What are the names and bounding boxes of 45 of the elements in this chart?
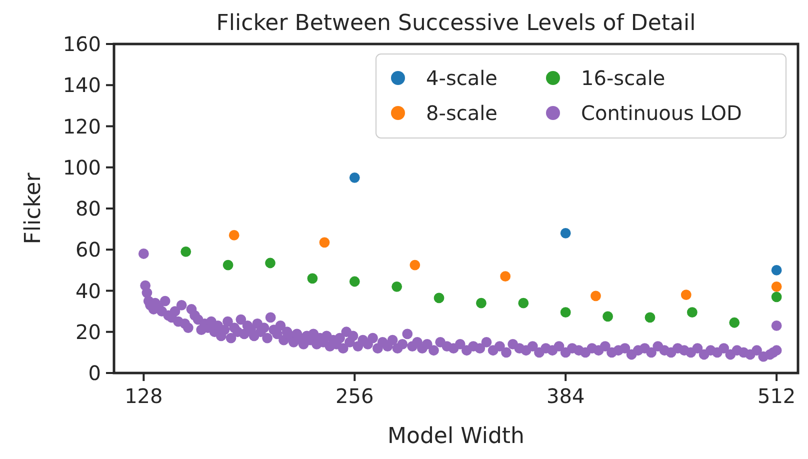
point: [349, 172, 360, 183]
point: [771, 281, 782, 292]
point: [560, 228, 571, 238]
point: [560, 307, 571, 318]
point: [265, 258, 276, 268]
point: [476, 298, 486, 308]
y-tick-label: 80: [76, 196, 101, 220]
x-tick-label: 256: [336, 384, 374, 408]
y-tick-label: 140: [62, 73, 101, 98]
y-tick-label: 20: [76, 320, 101, 344]
legend-label: 8-scale: [426, 101, 498, 125]
legend-label: 16-scale: [581, 66, 666, 90]
point: [500, 271, 511, 282]
y-tick-label: 120: [62, 114, 101, 138]
point: [680, 290, 692, 300]
point: [518, 298, 529, 308]
point: [729, 317, 740, 328]
point: [686, 307, 698, 318]
point: [180, 246, 192, 257]
x-tick-label: 384: [546, 384, 585, 408]
y-tick-label: 40: [76, 278, 101, 303]
x-tick-label: 128: [124, 384, 163, 408]
y-tick-label: 160: [62, 32, 101, 56]
point: [410, 260, 420, 270]
point: [319, 237, 330, 248]
point: [222, 260, 234, 270]
legend-label: Continuous LOD: [581, 101, 742, 125]
y-tick-label: 0: [88, 361, 101, 385]
y-tick-label: 60: [76, 238, 101, 262]
point: [771, 292, 782, 302]
point: [392, 281, 402, 292]
y-tick-label: 100: [62, 155, 101, 180]
point: [349, 276, 360, 287]
point: [228, 230, 240, 240]
point: [434, 292, 444, 304]
point: [590, 290, 601, 302]
chart-title: Flicker Between Successive Levels of Detail: [216, 11, 696, 36]
legend-label: 4-scale: [426, 66, 498, 90]
point: [307, 273, 318, 284]
point: [644, 312, 656, 323]
point: [602, 311, 613, 322]
point: [771, 265, 782, 276]
x-axis-title: Model Width: [388, 424, 524, 449]
y-axis-title: Flicker: [21, 172, 46, 244]
x-tick-label: 512: [757, 384, 796, 408]
